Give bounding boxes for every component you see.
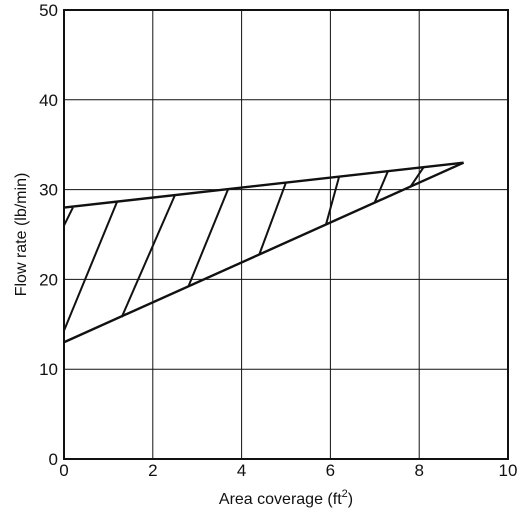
hatch-line [63,207,74,226]
x-axis-title-sup: 2 [342,488,348,500]
y-tick-label: 40 [39,91,58,110]
y-axis-title: Flow rate (lb/min) [13,173,30,297]
y-tick-label: 20 [39,270,58,289]
x-axis-title-text: Area coverage (ft [219,491,342,508]
hatch-line [120,194,176,318]
hatch-line [258,182,287,255]
hatch-line [324,175,341,225]
x-tick-label: 8 [414,461,423,480]
x-tick-label: 4 [237,461,246,480]
x-tick-label: 10 [499,461,518,480]
coverage-region [63,161,465,344]
x-axis-title: Area coverage (ft2) [219,488,353,508]
y-tick-label: 30 [39,181,58,200]
plot-frame [63,9,509,460]
lower-boundary-line [63,161,465,344]
x-tick-label: 2 [148,461,157,480]
x-axis-title-close: ) [348,491,353,508]
x-tick-label: 0 [59,461,68,480]
hatch-line [409,166,425,188]
y-tick-label: 0 [49,450,58,469]
hatch-line [373,170,390,203]
tick-labels: 0 2 4 6 8 10 0 10 20 30 40 50 [39,1,517,480]
x-tick-label: 6 [326,461,335,480]
y-tick-label: 10 [39,360,58,379]
y-tick-label: 50 [39,1,58,20]
upper-boundary-line [63,161,464,209]
hatch-line [63,200,119,331]
hatch-line [187,188,230,287]
